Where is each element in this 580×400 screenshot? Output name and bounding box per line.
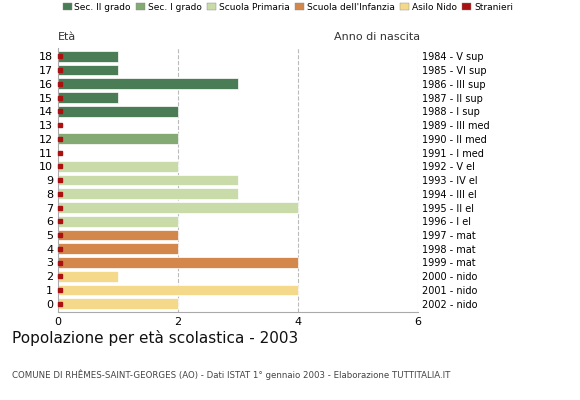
Bar xyxy=(58,243,178,254)
Bar xyxy=(58,257,298,268)
Bar xyxy=(58,298,178,309)
Bar xyxy=(58,78,238,89)
Bar xyxy=(58,188,238,199)
Bar xyxy=(58,133,178,144)
Text: Popolazione per età scolastica - 2003: Popolazione per età scolastica - 2003 xyxy=(12,330,298,346)
Bar xyxy=(58,271,118,282)
Text: COMUNE DI RHÊMES-SAINT-GEORGES (AO) - Dati ISTAT 1° gennaio 2003 - Elaborazione : COMUNE DI RHÊMES-SAINT-GEORGES (AO) - Da… xyxy=(12,370,450,380)
Legend: Sec. II grado, Sec. I grado, Scuola Primaria, Scuola dell'Infanzia, Asilo Nido, : Sec. II grado, Sec. I grado, Scuola Prim… xyxy=(63,3,513,12)
Bar xyxy=(58,106,178,117)
Bar xyxy=(58,230,178,240)
Bar xyxy=(58,216,178,227)
Bar xyxy=(58,51,118,62)
Text: Età: Età xyxy=(58,32,76,42)
Bar xyxy=(58,285,298,295)
Bar xyxy=(58,175,238,185)
Bar xyxy=(58,92,118,103)
Bar xyxy=(58,161,178,172)
Text: Anno di nascita: Anno di nascita xyxy=(334,32,420,42)
Bar xyxy=(58,65,118,75)
Bar xyxy=(58,202,298,213)
